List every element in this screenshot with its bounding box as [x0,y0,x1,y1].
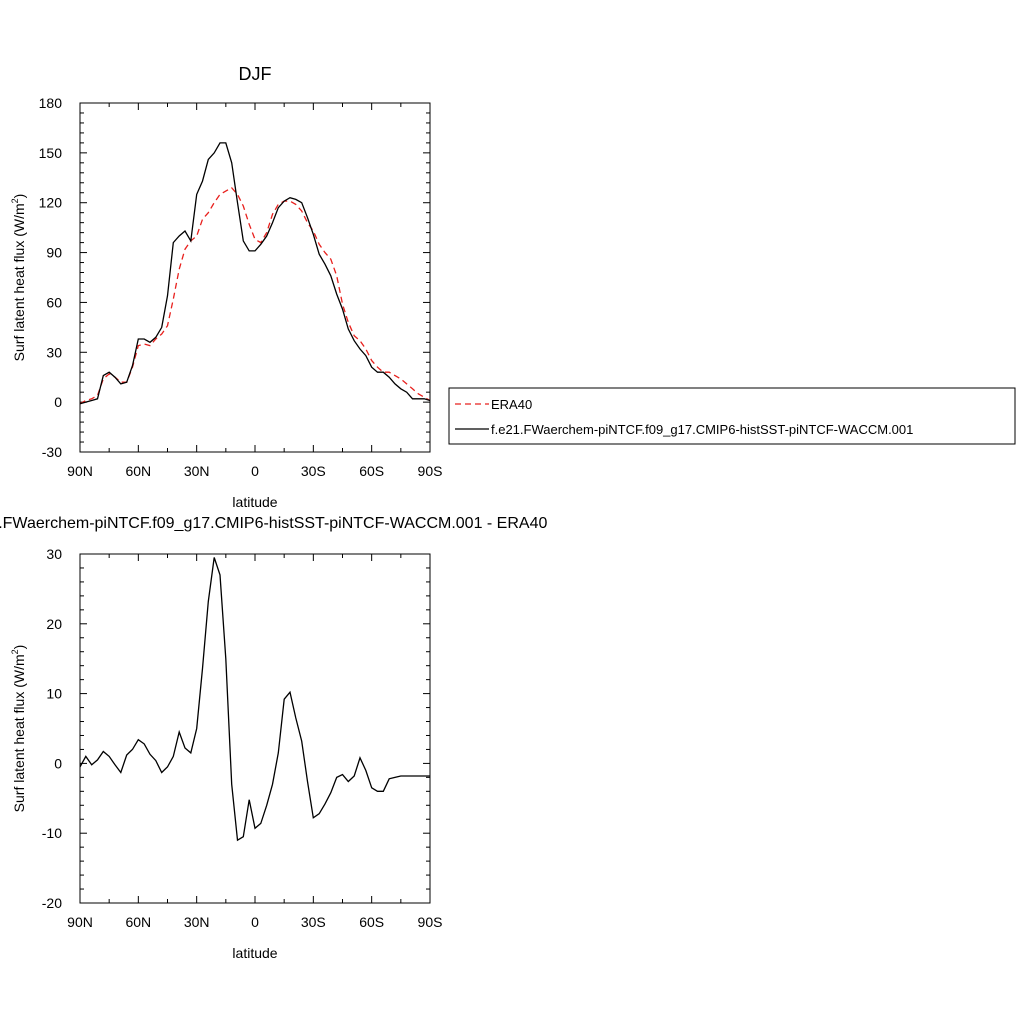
y-tick-label: 0 [54,755,62,771]
y-axis-label-main: Surf latent heat flux (W/m [11,654,27,812]
chart-title: DJF [239,64,272,84]
legend: ERA40 f.e21.FWaerchem-piNTCF.f09_g17.CMIP… [448,387,1016,445]
chart-panel-1: DJF 90N 60N 30N 0 30S 60S 90S -30 0 30 60 90 120 150 18… [10,64,1016,510]
x-axis-label: latitude [232,494,277,510]
x-tick-label: 60N [125,914,151,930]
x-tick-label: 30N [184,914,210,930]
y-tick-label: -20 [42,895,62,911]
plot-frame [79,553,431,904]
y-tick-label: 0 [54,394,62,410]
y-tick-label: 90 [46,245,62,261]
x-tick-label: 90S [418,463,443,479]
series-line-model [80,142,430,405]
y-axis-label: Surf latent heat flux (W/m2) [10,194,27,362]
y-tick-label: 180 [39,95,63,111]
y-tick-label: 60 [46,294,62,310]
x-tick-label: 90N [67,463,93,479]
x-tick-label: 60S [359,463,384,479]
x-axis-label: latitude [232,945,277,961]
x-tick-label: 0 [251,463,259,479]
x-tick-label: 0 [251,914,259,930]
y-tick-label: 30 [46,344,62,360]
y-tick-label: 20 [46,616,62,632]
legend-label: ERA40 [491,397,532,412]
x-tick-label: 30S [301,463,326,479]
y-axis-label-close: ) [11,645,27,650]
chart-title: f.e21.FWaerchem-piNTCF.f09_g17.CMIP6-his… [0,515,547,532]
y-axis-label: Surf latent heat flux (W/m2) [10,645,27,813]
y-tick-label: 30 [46,546,62,562]
y-tick-label: 150 [39,145,63,161]
y-tick-label: -30 [42,444,62,460]
y-axis-label-superscript: 2 [10,198,20,203]
x-tick-label: 30S [301,914,326,930]
x-tick-label: 90N [67,914,93,930]
series-line-era40 [80,186,430,405]
legend-box [448,387,1016,445]
plot-frame [79,102,431,453]
chart-panel-2: f.e21.FWaerchem-piNTCF.f09_g17.CMIP6-his… [0,515,547,961]
y-tick-label: -10 [42,825,62,841]
x-tick-label: 60S [359,914,384,930]
y-tick-label: 120 [39,195,63,211]
x-tick-label: 60N [125,463,151,479]
series-line-difference [80,557,430,842]
y-axis-label-superscript: 2 [10,649,20,654]
legend-label: f.e21.FWaerchem-piNTCF.f09_g17.CMIP6-his… [491,422,913,437]
y-axis-label-close: ) [11,194,27,199]
x-tick-label: 30N [184,463,210,479]
y-tick-label: 10 [46,686,62,702]
x-tick-label: 90S [418,914,443,930]
y-axis-label-main: Surf latent heat flux (W/m [11,203,27,361]
